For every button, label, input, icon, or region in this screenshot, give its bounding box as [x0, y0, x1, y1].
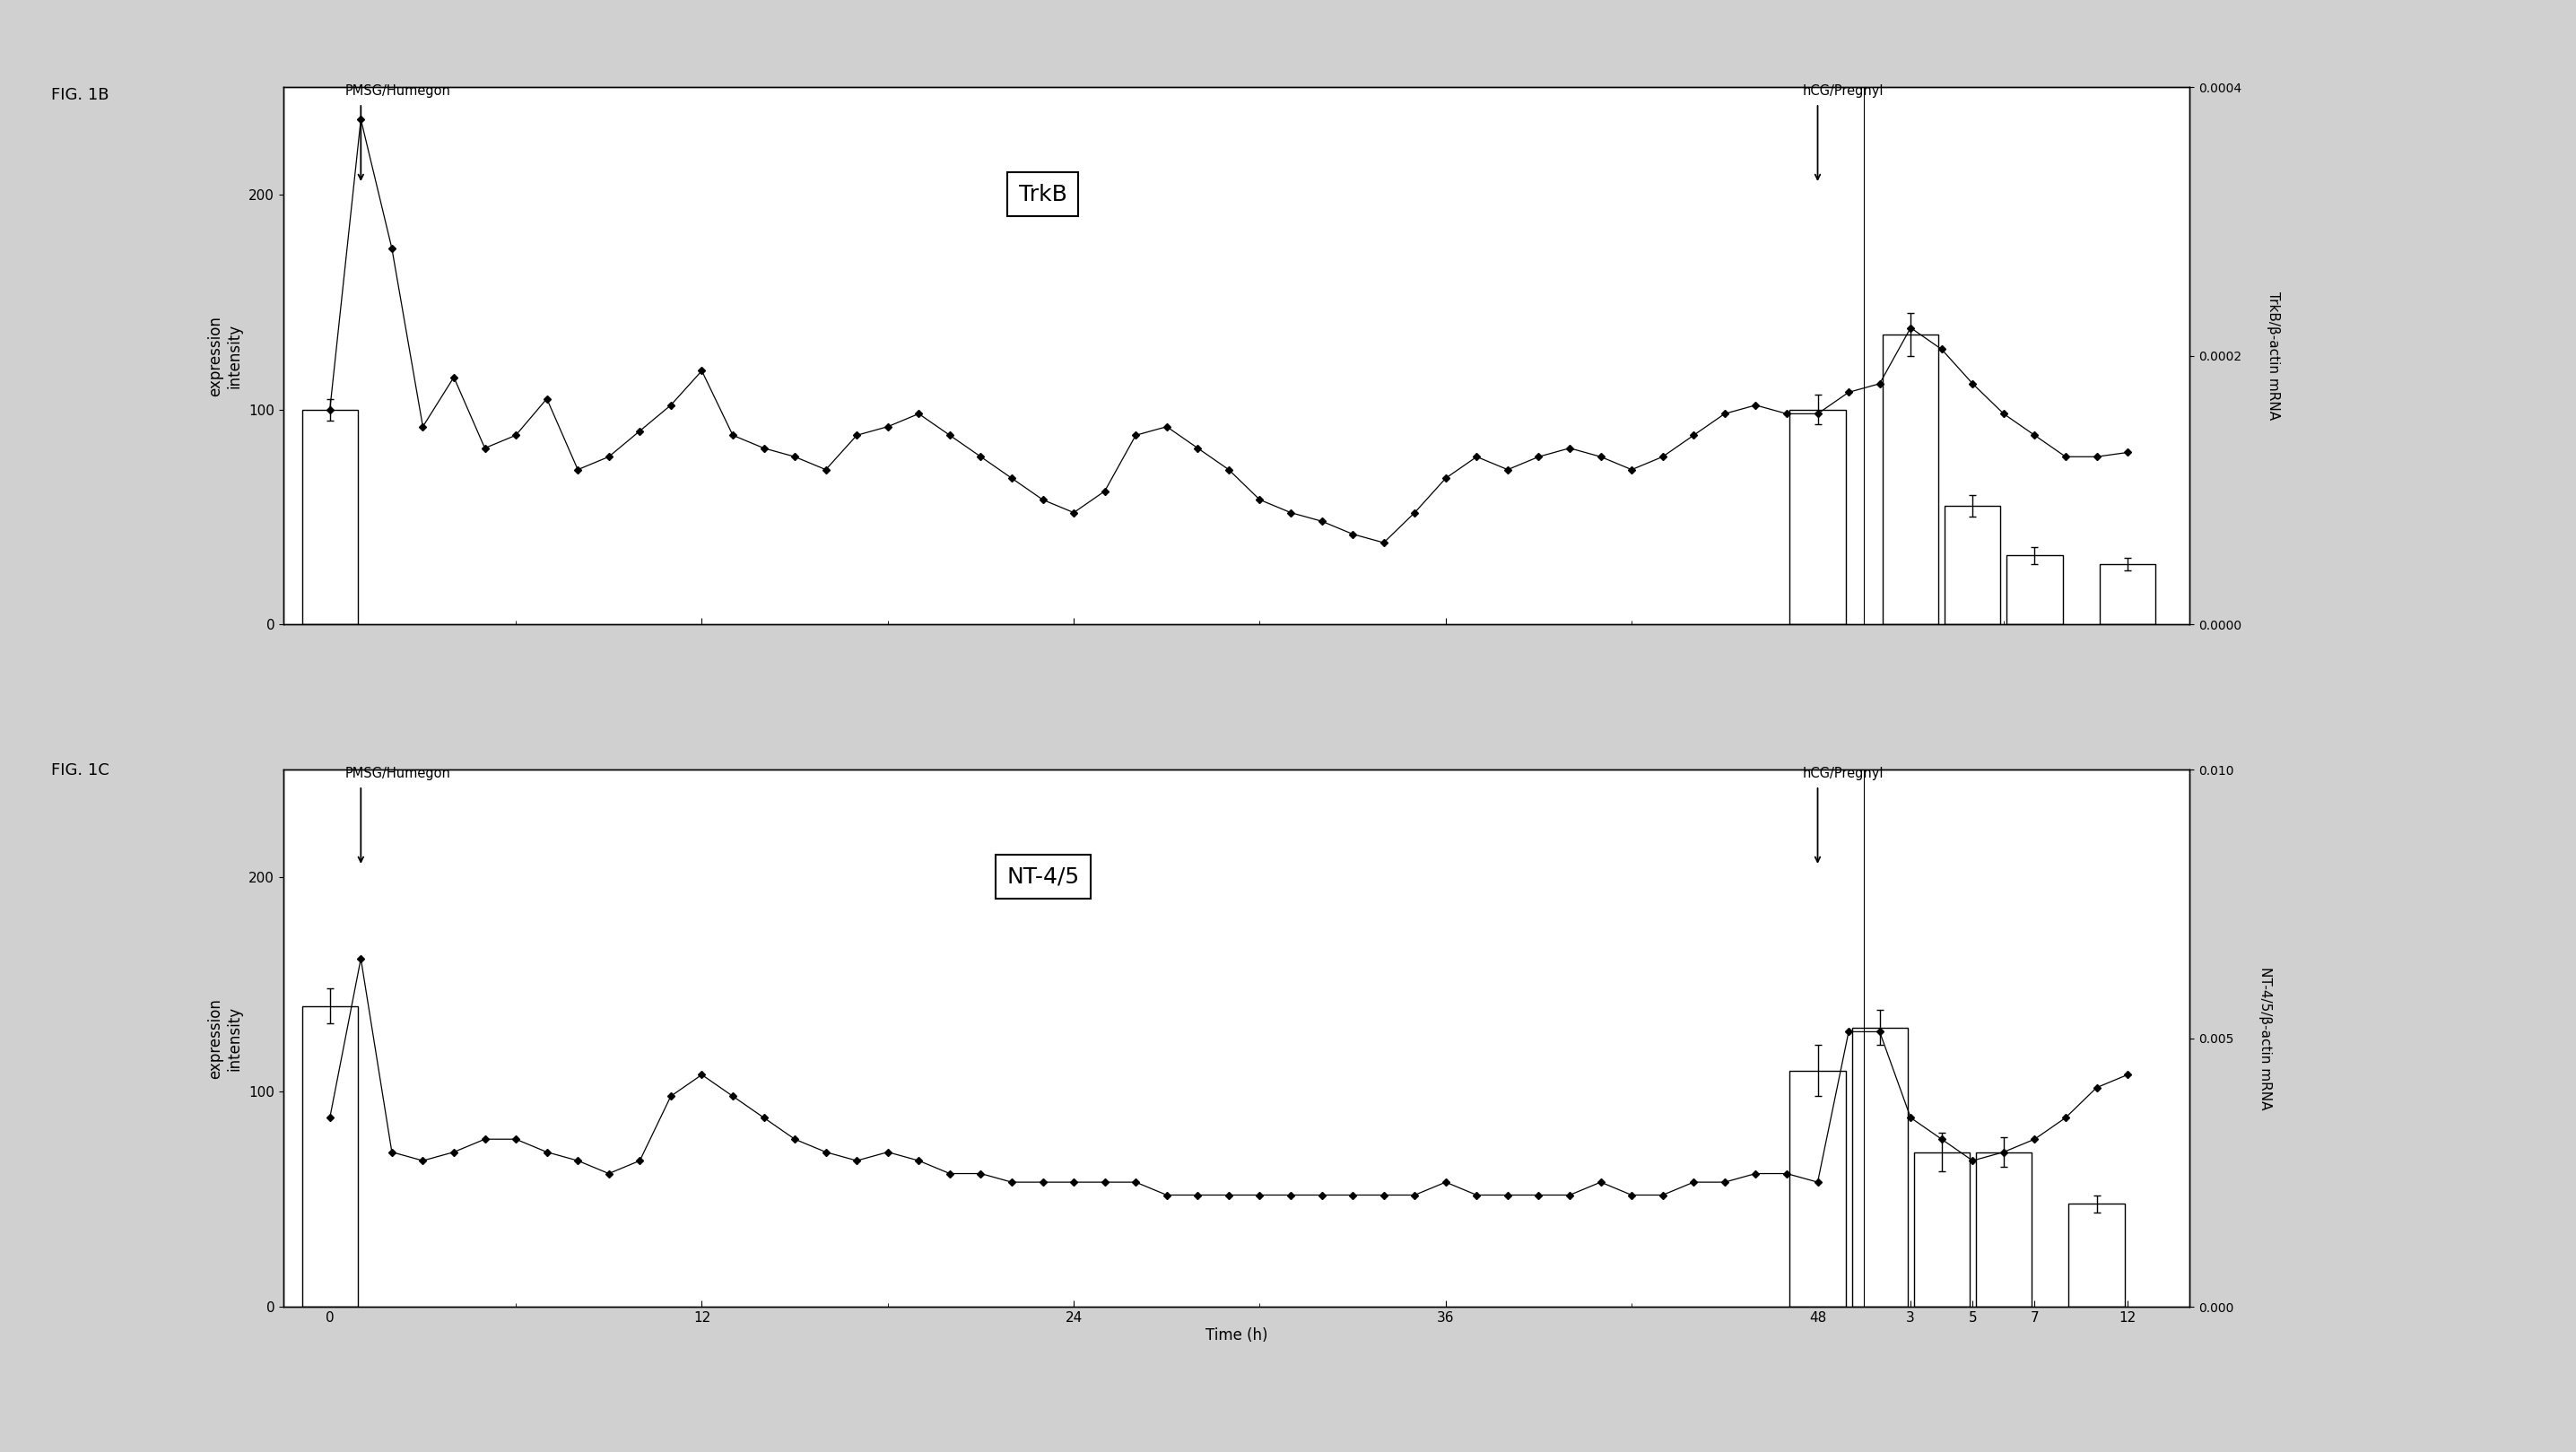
Y-axis label: TrkB/β-actin mRNA: TrkB/β-actin mRNA: [2267, 292, 2280, 420]
Text: hCG/Pregnyl: hCG/Pregnyl: [1803, 84, 1883, 97]
Bar: [1790, 1070, 1844, 1307]
Bar: [1914, 1151, 1971, 1307]
Bar: [1852, 1028, 1909, 1307]
Text: FIG. 1B: FIG. 1B: [52, 87, 108, 103]
Y-axis label: expression
intensity: expression intensity: [209, 315, 242, 396]
Bar: [2007, 556, 2063, 624]
Bar: [2069, 1204, 2125, 1307]
X-axis label: Time (h): Time (h): [1206, 1327, 1267, 1343]
Bar: [1976, 1151, 2032, 1307]
Text: PMSG/Humegon: PMSG/Humegon: [345, 84, 451, 97]
Text: FIG. 1C: FIG. 1C: [52, 762, 111, 778]
Y-axis label: NT-4/5/β-actin mRNA: NT-4/5/β-actin mRNA: [2259, 967, 2272, 1109]
Text: NT-4/5: NT-4/5: [1007, 867, 1079, 887]
Bar: [2099, 565, 2156, 624]
Bar: [1945, 507, 2002, 624]
Text: TrkB: TrkB: [1018, 184, 1066, 205]
Bar: [301, 409, 358, 624]
Bar: [1883, 334, 1940, 624]
Y-axis label: expression
intensity: expression intensity: [209, 998, 242, 1079]
Text: hCG/Pregnyl: hCG/Pregnyl: [1803, 767, 1883, 780]
Bar: [1790, 409, 1844, 624]
Bar: [301, 1006, 358, 1307]
Text: PMSG/Humegon: PMSG/Humegon: [345, 767, 451, 780]
